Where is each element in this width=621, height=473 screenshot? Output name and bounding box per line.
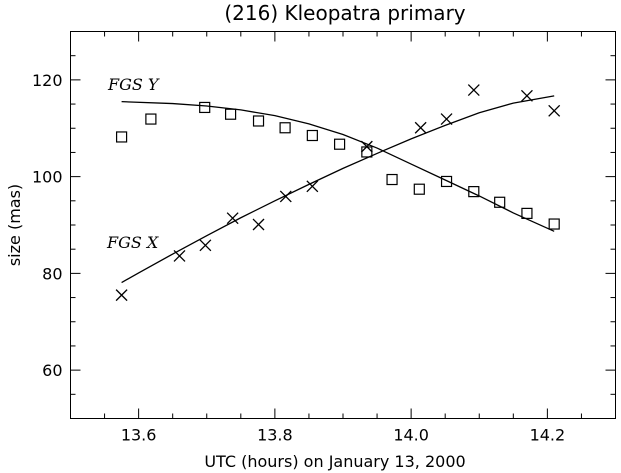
- y-axis-label: size (mas): [5, 184, 24, 266]
- annotation-fgs-y: FGS Y: [107, 75, 160, 94]
- y-tick-label: 120: [32, 71, 63, 90]
- x-axis-label: UTC (hours) on January 13, 2000: [204, 452, 465, 471]
- data-point-fgs-x: [467, 84, 480, 96]
- y-tick-label: 80: [42, 264, 62, 283]
- data-points: [115, 84, 561, 302]
- cross-stroke: [440, 113, 453, 126]
- data-point-fgs-x: [199, 239, 212, 252]
- fit-curves: [121, 95, 555, 284]
- data-point-fgs-y: [521, 207, 533, 219]
- axis-tick-labels: 13.6 13.8 14.0 14.2 60 80 100 120: [32, 71, 565, 445]
- cross-stroke: [414, 121, 427, 134]
- data-point-fgs-x: [115, 289, 128, 302]
- cross-stroke: [226, 212, 239, 225]
- data-point-fgs-x: [173, 250, 186, 262]
- data-point-fgs-y: [386, 173, 398, 186]
- axis-ticks: [70, 31, 616, 419]
- cross-stroke: [360, 140, 373, 153]
- data-point-fgs-x: [306, 180, 319, 193]
- fit-curve-fgs-x: [121, 95, 555, 284]
- data-point-fgs-y: [199, 101, 211, 114]
- data-point-fgs-x: [548, 104, 561, 117]
- data-point-fgs-y: [548, 218, 560, 230]
- cross-stroke: [520, 89, 533, 102]
- data-point-fgs-x: [414, 121, 427, 134]
- cross-stroke: [115, 289, 128, 302]
- data-point-fgs-x: [520, 89, 533, 102]
- data-point-fgs-y: [279, 122, 291, 134]
- cross-stroke: [199, 239, 212, 252]
- cross-stroke: [548, 104, 561, 117]
- data-point-fgs-x: [440, 113, 453, 126]
- chart-title: (216) Kleopatra primary: [224, 1, 465, 25]
- cross-stroke: [467, 84, 480, 96]
- y-tick-label: 100: [32, 168, 63, 187]
- x-tick-label: 13.8: [257, 426, 293, 445]
- cross-stroke: [173, 250, 186, 262]
- data-point-fgs-y: [252, 115, 265, 127]
- x-tick-label: 14.0: [393, 426, 429, 445]
- data-point-fgs-y: [306, 129, 318, 142]
- data-point-fgs-y: [413, 183, 425, 195]
- data-point-fgs-x: [226, 212, 239, 225]
- cross-stroke: [252, 218, 265, 231]
- data-point-fgs-y: [224, 108, 237, 120]
- x-tick-label: 14.2: [530, 426, 566, 445]
- data-point-fgs-x: [252, 218, 265, 231]
- data-point-fgs-x: [360, 140, 373, 153]
- annotation-fgs-x: FGS X: [106, 233, 159, 252]
- data-point-fgs-y: [145, 113, 157, 125]
- data-point-fgs-y: [468, 186, 480, 198]
- data-point-fgs-x: [279, 190, 292, 203]
- data-point-fgs-y: [333, 138, 346, 150]
- x-tick-label: 13.6: [121, 426, 157, 445]
- cross-stroke: [279, 190, 292, 203]
- data-point-fgs-y: [494, 196, 506, 208]
- y-tick-label: 60: [42, 361, 62, 380]
- data-point-fgs-y: [115, 131, 128, 143]
- data-point-fgs-y: [361, 146, 373, 158]
- cross-stroke: [306, 180, 319, 193]
- data-point-fgs-y: [440, 175, 453, 188]
- fit-curve-fgs-y: [121, 100, 555, 232]
